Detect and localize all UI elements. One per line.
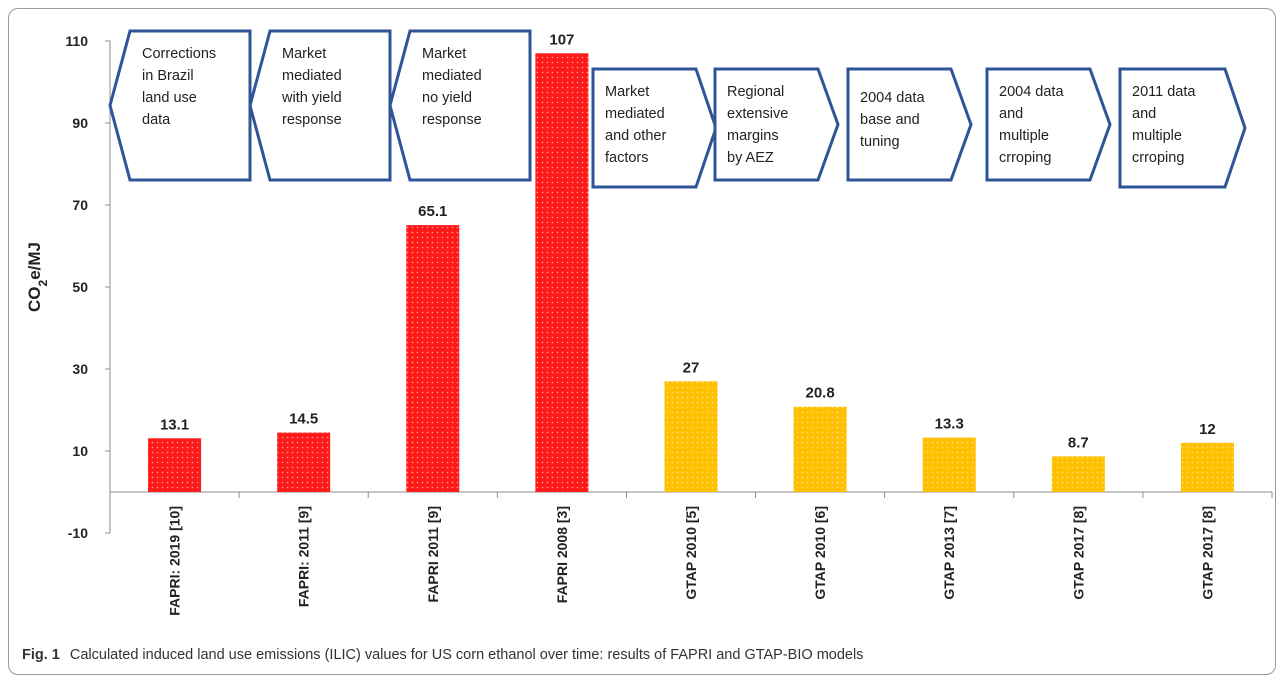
y-axis-title: CO2e/MJ <box>25 242 50 312</box>
y-tick-label-2: 70 <box>72 197 88 213</box>
annotation-arrow-0 <box>108 29 252 182</box>
annotation-text-5: 2004 data base and tuning <box>860 90 925 150</box>
annotation-arrow-6 <box>985 67 1112 182</box>
annotation-arrow-5 <box>846 67 973 182</box>
category-label-3: FAPRI 2008 [3] <box>554 506 570 603</box>
figure-caption: Fig. 1 Calculated induced land use emissi… <box>22 647 863 663</box>
category-label-7: GTAP 2017 [8] <box>1070 506 1086 600</box>
value-label-4: 27 <box>683 359 700 376</box>
y-tick-label-3: 50 <box>72 279 88 295</box>
bar-texture-2 <box>406 225 460 492</box>
annotation-arrow-4 <box>713 67 840 182</box>
annotation-text-2: Market mediated no yield response <box>422 46 482 128</box>
annotation-arrow-7 <box>1118 67 1247 189</box>
bar-texture-5 <box>793 406 847 492</box>
caption-label: Fig. 1 <box>22 647 60 663</box>
value-label-3: 107 <box>549 31 574 48</box>
value-label-0: 13.1 <box>160 416 189 433</box>
value-label-7: 8.7 <box>1068 434 1089 451</box>
category-label-4: GTAP 2010 [5] <box>683 506 699 600</box>
annotation-text-3: Market mediated and other factors <box>605 84 666 166</box>
bar-texture-7 <box>1051 456 1105 492</box>
category-label-5: GTAP 2010 [6] <box>812 506 828 600</box>
annotation-text-0: Corrections in Brazil land use data <box>142 46 216 128</box>
annotation-arrow-2 <box>388 29 532 182</box>
value-label-8: 12 <box>1199 421 1216 438</box>
y-tick-label-4: 30 <box>72 361 88 377</box>
y-tick-label-1: 90 <box>72 115 88 131</box>
caption-text: Calculated induced land use emissions (I… <box>69 647 864 663</box>
annotation-arrow-3 <box>591 67 718 189</box>
y-tick-label-5: 10 <box>72 443 88 459</box>
annotation-arrow-1 <box>248 29 392 182</box>
labels: 13.1 FAPRI: 2019 [10] 14.5 FAPRI: 2011 [9] 6… <box>160 31 1216 615</box>
bar-texture-4 <box>664 381 718 492</box>
bar-texture-3 <box>535 53 589 493</box>
category-label-6: GTAP 2013 [7] <box>941 506 957 600</box>
annotation-text-1: Market mediated with yield response <box>281 46 342 128</box>
bar-texture-8 <box>1180 442 1234 492</box>
bar-texture-0 <box>148 438 202 492</box>
value-label-6: 13.3 <box>935 415 964 432</box>
bars <box>148 53 1234 493</box>
value-label-2: 65.1 <box>418 203 447 220</box>
y-tick-label-0: 110 <box>65 33 88 49</box>
category-label-0: FAPRI: 2019 [10] <box>167 506 183 616</box>
category-label-1: FAPRI: 2011 [9] <box>296 506 312 607</box>
category-label-2: FAPRI 2011 [9] <box>425 506 441 603</box>
y-tick-label-6: -10 <box>68 525 88 541</box>
annotation-arrows: Corrections in Brazil land use data Market me… <box>108 29 1247 189</box>
value-label-5: 20.8 <box>806 385 835 402</box>
category-label-8: GTAP 2017 [8] <box>1199 506 1215 600</box>
value-label-1: 14.5 <box>289 411 318 428</box>
bar-texture-1 <box>277 432 331 492</box>
annotation-text-6: 2004 data and multiple crroping <box>999 84 1064 166</box>
bar-texture-6 <box>922 437 976 492</box>
annotation-text-4: Regional extensive margins by AEZ <box>727 84 788 166</box>
annotation-text-7: 2011 data and multiple crroping <box>1132 84 1196 166</box>
figure-frame <box>8 8 1276 675</box>
